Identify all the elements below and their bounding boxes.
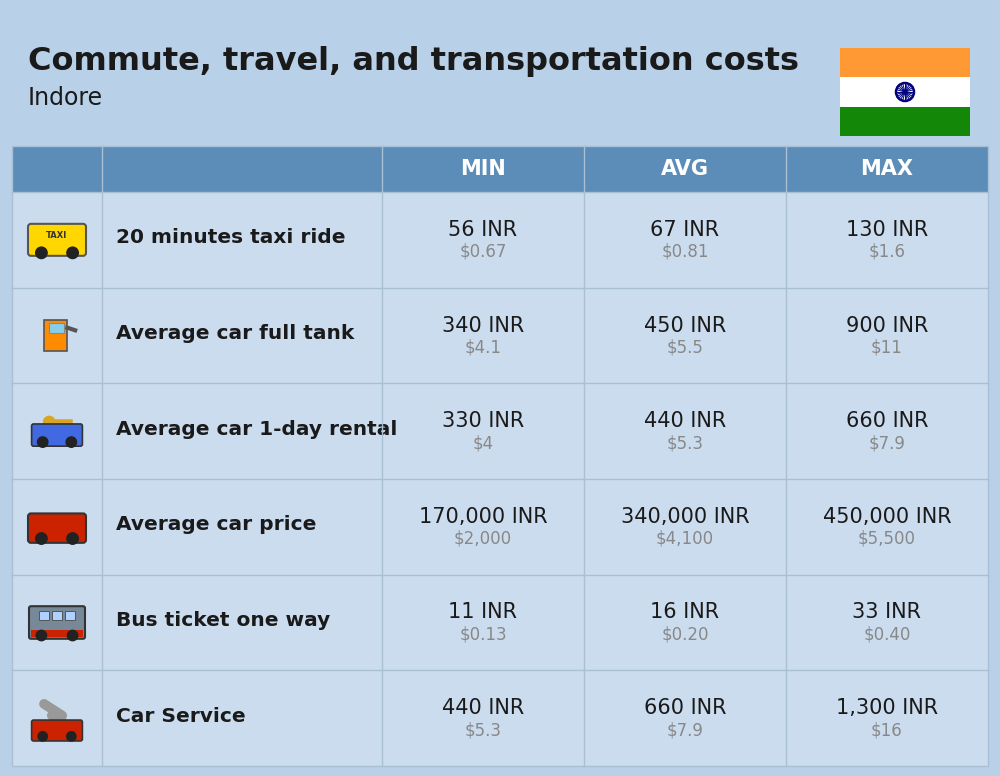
Text: $0.20: $0.20 xyxy=(661,625,709,643)
Text: $5.3: $5.3 xyxy=(464,721,502,740)
Circle shape xyxy=(67,247,78,258)
FancyBboxPatch shape xyxy=(28,514,86,543)
Text: 56 INR: 56 INR xyxy=(448,220,518,240)
FancyBboxPatch shape xyxy=(32,720,82,741)
Bar xyxy=(49,323,64,333)
Circle shape xyxy=(38,437,48,447)
Text: $0.81: $0.81 xyxy=(661,243,709,261)
Bar xyxy=(52,611,62,620)
Text: Indore: Indore xyxy=(28,86,103,110)
Text: 660 INR: 660 INR xyxy=(846,411,928,431)
Bar xyxy=(840,78,970,106)
Text: 130 INR: 130 INR xyxy=(846,220,928,240)
Text: Bus ticket one way: Bus ticket one way xyxy=(116,611,330,630)
Text: Average car price: Average car price xyxy=(116,515,316,535)
Bar xyxy=(39,611,49,620)
Circle shape xyxy=(43,417,55,428)
Text: $5.5: $5.5 xyxy=(667,338,703,356)
Text: 67 INR: 67 INR xyxy=(650,220,720,240)
Circle shape xyxy=(36,247,47,258)
Text: 900 INR: 900 INR xyxy=(846,316,928,335)
Text: 33 INR: 33 INR xyxy=(852,602,922,622)
Text: 450 INR: 450 INR xyxy=(644,316,726,335)
Text: 450,000 INR: 450,000 INR xyxy=(823,507,951,527)
Text: $0.67: $0.67 xyxy=(459,243,507,261)
Text: $5,500: $5,500 xyxy=(858,530,916,548)
Circle shape xyxy=(66,437,76,447)
Text: $5.3: $5.3 xyxy=(666,434,704,452)
Text: Average car full tank: Average car full tank xyxy=(116,324,354,343)
Bar xyxy=(12,479,988,575)
Text: $7.9: $7.9 xyxy=(667,721,703,740)
Text: 340 INR: 340 INR xyxy=(442,316,524,335)
Bar xyxy=(12,575,988,670)
Text: 660 INR: 660 INR xyxy=(644,698,726,718)
Text: Car Service: Car Service xyxy=(116,707,246,726)
Bar xyxy=(12,192,988,288)
Text: 440 INR: 440 INR xyxy=(442,698,524,718)
Bar xyxy=(840,106,970,136)
Text: $0.13: $0.13 xyxy=(459,625,507,643)
FancyBboxPatch shape xyxy=(28,223,86,256)
Text: TAXI: TAXI xyxy=(46,231,68,241)
Text: $0.40: $0.40 xyxy=(863,625,911,643)
Text: $7.9: $7.9 xyxy=(869,434,905,452)
Bar xyxy=(12,383,988,479)
Text: 340,000 INR: 340,000 INR xyxy=(621,507,749,527)
FancyBboxPatch shape xyxy=(29,606,85,639)
Circle shape xyxy=(38,732,47,741)
Text: $11: $11 xyxy=(871,338,903,356)
Text: Commute, travel, and transportation costs: Commute, travel, and transportation cost… xyxy=(28,46,799,77)
Text: MIN: MIN xyxy=(460,159,506,179)
Bar xyxy=(12,146,988,192)
Text: MAX: MAX xyxy=(860,159,914,179)
Bar xyxy=(65,611,75,620)
Circle shape xyxy=(67,732,76,741)
Text: $4: $4 xyxy=(472,434,494,452)
Circle shape xyxy=(67,533,78,544)
Text: $2,000: $2,000 xyxy=(454,530,512,548)
Bar xyxy=(12,288,988,383)
Text: $1.6: $1.6 xyxy=(868,243,906,261)
Text: 11 INR: 11 INR xyxy=(448,602,518,622)
Text: $16: $16 xyxy=(871,721,903,740)
Circle shape xyxy=(67,630,78,641)
Bar xyxy=(44,320,67,351)
Text: $4.1: $4.1 xyxy=(464,338,502,356)
Text: 170,000 INR: 170,000 INR xyxy=(419,507,547,527)
Bar xyxy=(31,629,83,637)
Bar xyxy=(12,146,988,766)
Circle shape xyxy=(36,533,47,544)
Text: $4,100: $4,100 xyxy=(656,530,714,548)
FancyBboxPatch shape xyxy=(32,424,82,446)
Bar xyxy=(840,48,970,78)
Text: Average car 1-day rental: Average car 1-day rental xyxy=(116,420,397,438)
Text: 1,300 INR: 1,300 INR xyxy=(836,698,938,718)
Text: 20 minutes taxi ride: 20 minutes taxi ride xyxy=(116,228,346,248)
Text: AVG: AVG xyxy=(661,159,709,179)
Bar xyxy=(12,670,988,766)
Circle shape xyxy=(36,630,47,641)
Text: 440 INR: 440 INR xyxy=(644,411,726,431)
Text: 330 INR: 330 INR xyxy=(442,411,524,431)
Text: 16 INR: 16 INR xyxy=(650,602,720,622)
